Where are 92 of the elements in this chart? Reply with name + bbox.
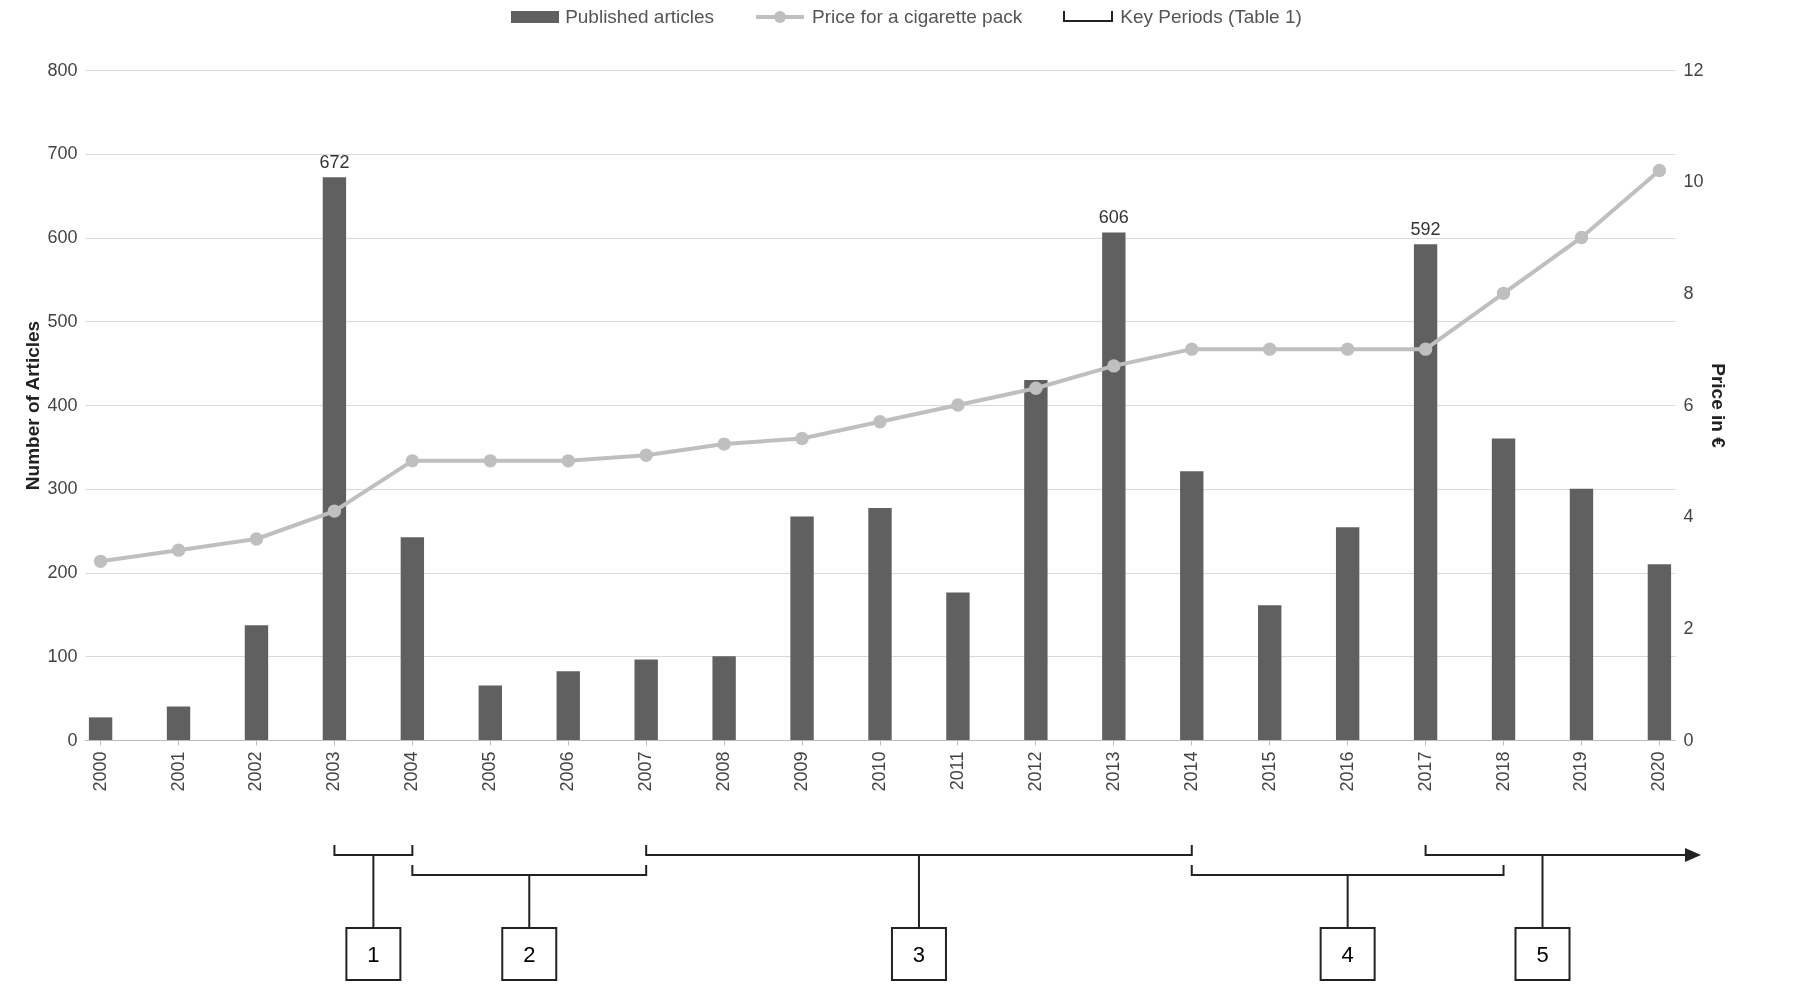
y-tick-label: 0 — [67, 729, 78, 750]
bar — [1335, 527, 1360, 740]
y-axis-title: Number of Articles — [22, 320, 44, 491]
point — [1185, 342, 1199, 356]
x-tick-label: 2005 — [479, 751, 500, 792]
x-tick-label: 2020 — [1648, 751, 1669, 792]
x-tick-label: 2004 — [401, 751, 422, 792]
point — [1263, 342, 1277, 356]
data-label: 606 — [1098, 207, 1129, 228]
text: 5 — [1536, 942, 1549, 967]
point — [561, 454, 575, 468]
x-tick-label: 2012 — [1024, 751, 1045, 792]
bar — [556, 671, 580, 740]
bar — [868, 508, 892, 740]
y-tick-label: 800 — [47, 59, 78, 80]
point — [1107, 359, 1121, 373]
bar — [244, 625, 269, 740]
x-tick-label: 2017 — [1414, 751, 1435, 792]
x-tick-label: 2006 — [557, 751, 578, 792]
x-tick-label: 2000 — [89, 751, 110, 792]
text: Key Periods (Table 1) — [1120, 6, 1302, 28]
bar — [1180, 471, 1204, 740]
point — [1574, 230, 1589, 245]
x-tick-label: 2019 — [1570, 751, 1591, 792]
bar — [1258, 605, 1282, 740]
point — [1418, 342, 1433, 356]
point — [327, 504, 342, 518]
y2-tick-label: 4 — [1683, 506, 1694, 527]
bar — [1647, 564, 1672, 740]
bar — [166, 706, 191, 740]
x-tick-label: 2003 — [323, 751, 344, 792]
bar — [1569, 488, 1594, 740]
x-tick-label: 2016 — [1336, 751, 1357, 792]
x-tick-label: 2007 — [635, 751, 656, 792]
x-tick-label: 2001 — [167, 751, 188, 792]
point — [951, 398, 965, 412]
x-tick-label: 2014 — [1180, 751, 1201, 792]
y-tick-label: 600 — [47, 227, 78, 247]
y2-tick-label: 0 — [1683, 729, 1694, 750]
x-tick-label: 2013 — [1102, 751, 1123, 792]
data-label: 672 — [319, 152, 350, 173]
point — [1340, 342, 1355, 356]
bar — [1102, 232, 1126, 740]
point — [873, 415, 887, 429]
x-tick-label: 2002 — [245, 751, 266, 792]
text: 1 — [367, 942, 380, 967]
x-tick-label: 2011 — [946, 751, 967, 791]
text: 2 — [523, 942, 536, 967]
y2-tick-label: 10 — [1683, 171, 1704, 192]
point — [249, 532, 264, 546]
data-label: 592 — [1410, 219, 1441, 240]
y2-tick-label: 12 — [1683, 59, 1704, 80]
legend-label: Published articles — [565, 6, 715, 28]
point — [1496, 286, 1511, 301]
bar — [712, 656, 736, 740]
x-tick-label: 2008 — [713, 751, 734, 792]
y2-tick-label: 8 — [1683, 282, 1694, 303]
point — [171, 543, 186, 557]
y-tick-label: 300 — [47, 478, 78, 499]
y-tick-label: 100 — [47, 645, 78, 666]
y-tick-label: 700 — [47, 143, 78, 164]
point — [717, 437, 731, 451]
text: 4 — [1341, 942, 1354, 967]
point — [1029, 381, 1043, 395]
x-tick-label: 2009 — [791, 751, 812, 792]
y2-tick-label: 6 — [1683, 394, 1694, 415]
point — [483, 454, 497, 468]
x-tick-label: 2018 — [1492, 751, 1513, 792]
y-tick-label: 200 — [47, 562, 78, 582]
y-tick-label: 400 — [47, 394, 78, 415]
bar — [946, 592, 970, 740]
text: 3 — [912, 942, 926, 967]
x-tick-label: 2010 — [869, 751, 889, 792]
bar — [322, 177, 347, 740]
point — [639, 448, 653, 462]
y2-tick-label: 2 — [1683, 617, 1694, 638]
y2-axis-title: Price in € — [1707, 363, 1729, 449]
bar — [400, 537, 425, 740]
bar — [790, 516, 814, 740]
bar — [478, 685, 502, 740]
point — [1652, 163, 1667, 178]
y-tick-label: 500 — [47, 310, 78, 331]
point — [93, 554, 108, 569]
bar — [1413, 244, 1438, 740]
x-tick-label: 2015 — [1258, 751, 1279, 792]
bar — [1491, 438, 1516, 740]
bar — [1024, 379, 1048, 740]
bar — [634, 659, 658, 740]
point — [795, 431, 809, 446]
point — [405, 454, 420, 468]
legend-label: Price for a cigarette pack — [812, 6, 1023, 28]
bar — [88, 717, 113, 740]
